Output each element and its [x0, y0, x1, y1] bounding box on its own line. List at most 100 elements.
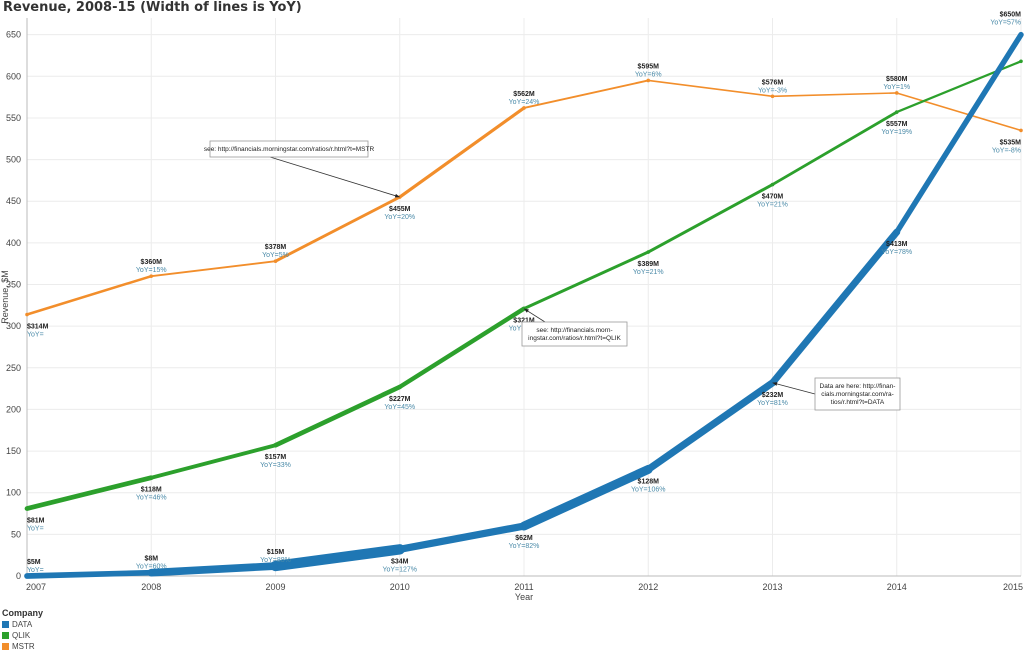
series-data: [24, 31, 1024, 579]
point-yoy-label: YoY=81%: [757, 400, 788, 407]
series-segment: [24, 475, 154, 511]
callout-text: ingstar.com/ratios/r.html?t=QLIK: [528, 335, 621, 342]
data-point: [646, 250, 651, 254]
data-point: [522, 524, 526, 528]
point-value-label: $595M: [638, 63, 660, 70]
point-value-label: $360M: [141, 259, 163, 266]
y-tick-label: 650: [6, 30, 21, 40]
annotation-callout: Data are here: http://finan-cials.mornin…: [772, 377, 901, 411]
series-segment: [270, 544, 405, 572]
series-segment: [273, 384, 403, 448]
y-tick-label: 150: [6, 446, 21, 456]
y-tick-label: 100: [6, 488, 21, 498]
data-point: [646, 467, 651, 472]
x-tick-label: 2011: [514, 582, 533, 592]
callout-text: tios/r.html?t=DATA: [831, 399, 885, 406]
point-yoy-label: YoY=21%: [633, 269, 664, 276]
x-tick-label: 2010: [390, 582, 410, 592]
point-yoy-label: YoY=33%: [260, 462, 291, 469]
series-segment: [523, 79, 650, 109]
point-value-label: $227M: [389, 396, 411, 403]
data-point: [273, 259, 278, 263]
point-yoy-label: YoY=-8%: [992, 147, 1021, 154]
series-segment: [769, 228, 901, 387]
data-point: [25, 312, 29, 317]
data-point: [25, 574, 29, 578]
point-yoy-label: YoY=6%: [635, 71, 662, 78]
series-segment: [150, 260, 277, 278]
y-tick-label: 450: [6, 196, 21, 206]
data-point: [894, 91, 899, 95]
annotation-callout: see: http://financials.morn-ingstar.com/…: [521, 308, 628, 347]
callout-text: cials.morningstar.com/ra-: [821, 391, 894, 398]
series-segment: [895, 92, 1022, 132]
point-value-label: $15M: [267, 549, 285, 556]
y-tick-label: 500: [6, 155, 21, 165]
callout-arrowhead: [524, 308, 529, 313]
data-point: [149, 475, 154, 480]
data-point: [770, 94, 775, 99]
x-tick-label: 2008: [141, 582, 161, 592]
x-tick-label: 2009: [265, 582, 285, 592]
data-point: [1019, 59, 1023, 64]
callout-text: see: http://financials.morningstar.com/r…: [204, 146, 375, 153]
data-point: [273, 564, 278, 568]
point-yoy-label: YoY=: [27, 526, 44, 533]
annotation-callout: see: http://financials.morningstar.com/r…: [204, 140, 400, 198]
series-segment: [274, 195, 402, 263]
legend-label: DATA: [12, 620, 33, 629]
series-segment: [647, 79, 774, 98]
data-point: [149, 274, 154, 278]
point-value-label: $314M: [27, 323, 49, 330]
series-segment: [644, 379, 777, 473]
series-layer: [24, 31, 1024, 579]
point-yoy-label: YoY=82%: [509, 543, 540, 550]
data-point: [522, 106, 526, 110]
legend-swatch: [2, 643, 9, 650]
point-value-label: $81M: [27, 518, 45, 525]
x-tick-label: 2015: [1003, 582, 1023, 592]
point-value-label: $321M: [513, 318, 535, 325]
x-tick-label: 2012: [638, 582, 658, 592]
point-yoy-label: YoY=: [27, 331, 44, 338]
series-segment: [398, 106, 526, 199]
legend-swatch: [2, 621, 9, 628]
legend-item-qlik: QLIK: [2, 630, 43, 641]
legend: Company DATA QLIK MSTR: [2, 608, 43, 652]
series-segment: [646, 183, 774, 254]
point-value-label: $34M: [391, 558, 409, 565]
data-point: [397, 385, 402, 389]
data-point: [1019, 32, 1023, 37]
y-tick-label: 200: [6, 404, 21, 414]
point-value-label: $232M: [762, 392, 784, 399]
x-axis-title: Year: [515, 592, 533, 602]
series-segment: [771, 92, 898, 98]
callout-line: [772, 382, 816, 395]
point-yoy-label: YoY=24%: [509, 99, 540, 106]
series-segment: [147, 562, 280, 577]
point-value-label: $413M: [886, 241, 908, 248]
point-value-label: $580M: [886, 76, 908, 83]
point-yoy-label: YoY=19%: [881, 129, 912, 136]
series-segment: [25, 274, 153, 316]
point-value-label: $557M: [886, 121, 908, 128]
point-yoy-label: YoY=21%: [757, 202, 788, 209]
point-value-label: $157M: [265, 454, 287, 461]
point-value-label: $389M: [638, 261, 660, 268]
legend-item-mstr: MSTR: [2, 641, 43, 652]
series-segment: [522, 250, 650, 311]
data-point: [1019, 128, 1023, 133]
legend-label: MSTR: [12, 642, 35, 651]
data-point: [397, 547, 402, 552]
point-value-label: $62M: [515, 535, 533, 542]
series-segment: [894, 31, 1024, 235]
legend-title: Company: [2, 608, 44, 618]
data-point: [25, 506, 29, 511]
annotations: see: http://financials.morningstar.com/r…: [204, 140, 901, 411]
callout-arrowhead: [772, 382, 778, 386]
callout-text: Data are here: http://finan-: [820, 383, 896, 390]
y-tick-label: 550: [6, 113, 21, 123]
point-yoy-label: YoY=-3%: [758, 87, 787, 94]
series-mstr: [25, 78, 1023, 317]
